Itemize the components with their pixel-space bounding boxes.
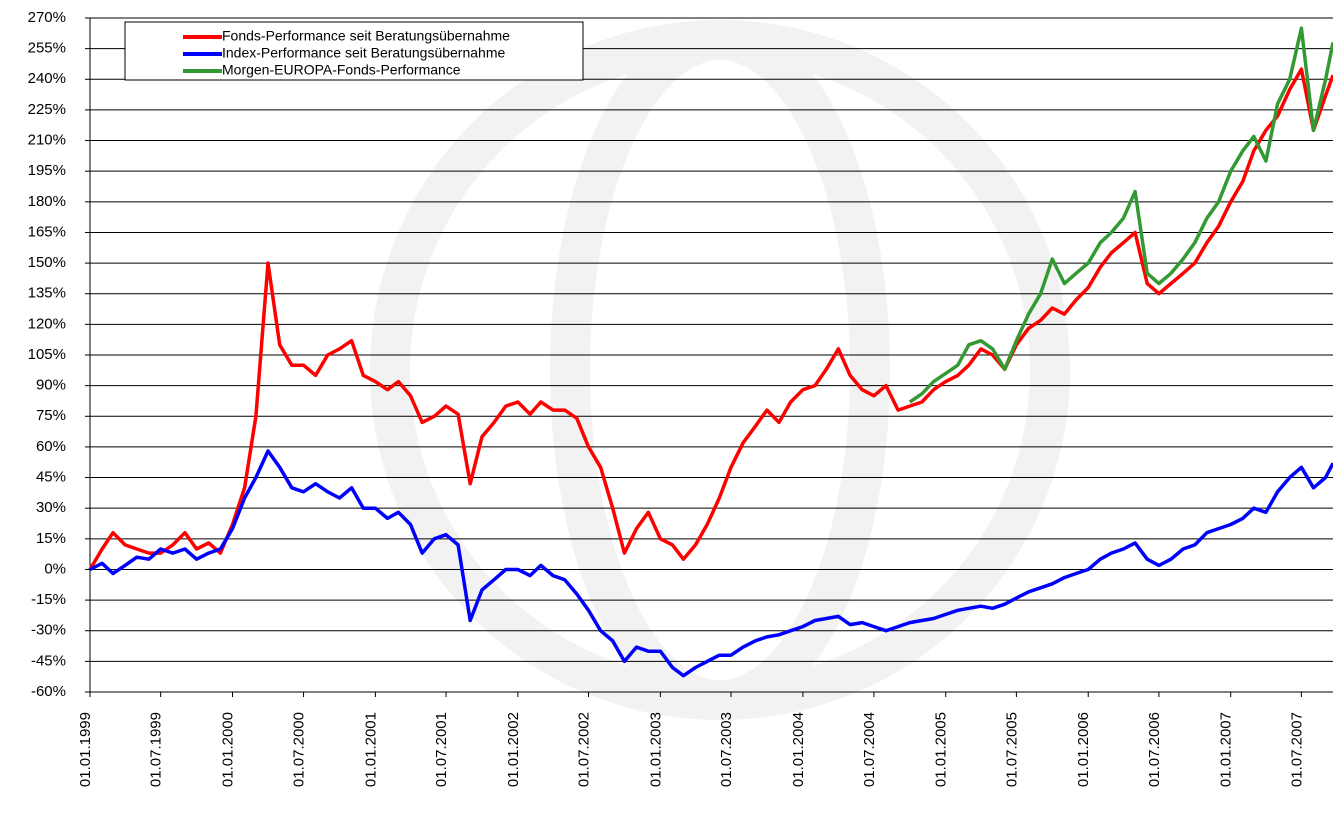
y-tick-label: 270% <box>28 9 66 26</box>
x-tick-label: 01.07.2005 <box>1003 712 1020 787</box>
x-tick-label: 01.01.2000 <box>219 712 236 787</box>
x-tick-label: 01.07.2007 <box>1288 712 1305 787</box>
y-tick-label: 15% <box>36 530 66 547</box>
y-tick-label: 195% <box>28 162 66 179</box>
y-tick-label: 255% <box>28 40 66 57</box>
y-tick-label: 135% <box>28 285 66 302</box>
y-tick-label: 0% <box>44 560 66 577</box>
y-tick-label: -15% <box>31 591 66 608</box>
y-tick-label: 240% <box>28 70 66 87</box>
x-tick-label: 01.07.2004 <box>861 712 878 787</box>
x-tick-label: 01.07.1999 <box>148 712 165 787</box>
y-tick-label: 210% <box>28 132 66 149</box>
y-tick-label: 45% <box>36 469 66 486</box>
x-tick-label: 01.01.2006 <box>1075 712 1092 787</box>
x-tick-label: 01.01.2002 <box>505 712 522 787</box>
x-tick-label: 01.01.2007 <box>1218 712 1235 787</box>
y-tick-label: -60% <box>31 683 66 700</box>
y-tick-label: 120% <box>28 315 66 332</box>
y-tick-label: 75% <box>36 407 66 424</box>
y-tick-label: 150% <box>28 254 66 271</box>
y-tick-label: 225% <box>28 101 66 118</box>
y-tick-label: -30% <box>31 622 66 639</box>
series-line <box>90 451 1333 676</box>
series-line <box>910 28 1333 402</box>
y-tick-label: 30% <box>36 499 66 516</box>
legend-label: Morgen-EUROPA-Fonds-Performance <box>222 62 461 78</box>
x-tick-label: 01.01.2004 <box>790 712 807 787</box>
series-line <box>90 69 1333 569</box>
page: 270% 255% 240% 225% 210% 195% 180% 165% 150% 135%… <box>0 0 1333 824</box>
y-tick-label: 60% <box>36 438 66 455</box>
x-tick-label: 01.01.2005 <box>933 712 950 787</box>
x-tick-label: 01.07.2003 <box>718 712 735 787</box>
x-tick-label: 01.01.2003 <box>647 712 664 787</box>
x-tick-label: 01.07.2001 <box>433 712 450 787</box>
x-tick-label: 01.07.2006 <box>1146 712 1163 787</box>
legend-label: Index-Performance seit Beratungsübernahm… <box>222 45 505 61</box>
y-tick-label: 105% <box>28 346 66 363</box>
chart: 270% 255% 240% 225% 210% 195% 180% 165% 150% 135%… <box>0 0 1333 824</box>
legend-label: Fonds-Performance seit Beratungsübernahm… <box>222 28 510 44</box>
x-tick-label: 01.01.2001 <box>362 712 379 787</box>
x-tick-label: 01.07.2002 <box>575 712 592 787</box>
y-tick-label: 180% <box>28 193 66 210</box>
x-tick-label: 01.01.1999 <box>77 712 94 787</box>
x-tick-label: 01.07.2000 <box>291 712 308 787</box>
y-tick-label: -45% <box>31 652 66 669</box>
y-tick-label: 165% <box>28 223 66 240</box>
y-tick-label: 90% <box>36 377 66 394</box>
